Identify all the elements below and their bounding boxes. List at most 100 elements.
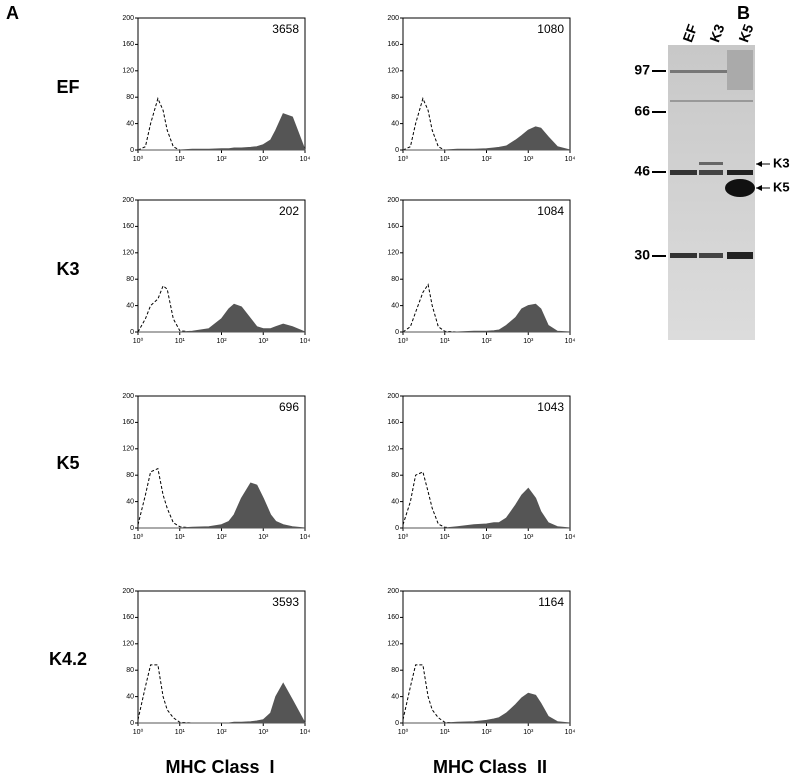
y-tick-label: 40 — [126, 302, 134, 309]
y-tick-label: 120 — [387, 250, 399, 257]
band — [699, 253, 723, 258]
x-tick-label: 10⁰ — [133, 337, 144, 345]
x-tick-label: 10⁴ — [565, 729, 576, 736]
y-tick-label: 80 — [391, 472, 399, 479]
y-tick-label: 80 — [391, 667, 399, 674]
y-tick-label: 0 — [395, 329, 399, 336]
y-tick-label: 80 — [126, 472, 134, 479]
x-tick-label: 10⁴ — [565, 338, 576, 345]
panel-label: B — [737, 3, 750, 23]
y-tick-label: 160 — [387, 41, 399, 48]
x-tick-label: 10³ — [523, 338, 534, 345]
histogram-filled — [138, 113, 306, 151]
band — [670, 170, 697, 175]
histogram-filled — [403, 487, 571, 529]
row-label: K4.2 — [49, 649, 87, 669]
x-tick-label: 10² — [481, 338, 492, 345]
x-tick-label: 10³ — [258, 338, 269, 345]
y-tick-label: 160 — [122, 223, 134, 230]
histogram-filled — [138, 303, 306, 333]
plot-frame — [137, 395, 306, 529]
histogram-panel: 0 40 80 120 160 200 10⁰ 10¹ 10² 10³ 10⁴ 1164 — [387, 588, 575, 736]
lane-label: K5 — [735, 22, 756, 44]
x-tick-label: 10¹ — [175, 729, 186, 736]
y-tick-label: 40 — [126, 120, 134, 127]
x-tick-label: 10¹ — [440, 729, 451, 736]
plot-frame — [402, 590, 571, 724]
y-tick-label: 0 — [395, 147, 399, 154]
histogram-control — [137, 467, 305, 529]
y-tick-label: 120 — [387, 641, 399, 648]
y-tick-label: 120 — [122, 446, 134, 453]
histogram-panel: 0 40 80 120 160 200 10⁰ 10¹ 10² 10³ 10⁴ 696 — [122, 393, 310, 541]
x-tick-label: 10¹ — [175, 156, 186, 163]
histogram-panel: 0 40 80 120 160 200 10⁰ 10¹ 10² 10³ 10⁴ 1043 — [387, 393, 575, 541]
y-tick-label: 80 — [391, 276, 399, 283]
x-tick-label: 10² — [481, 534, 492, 541]
mfi-annotation: 1080 — [537, 22, 564, 36]
y-tick-label: 120 — [122, 68, 134, 75]
y-tick-label: 160 — [122, 41, 134, 48]
mfi-annotation: 1043 — [537, 400, 564, 414]
x-tick-label: 10³ — [258, 729, 269, 736]
y-tick-label: 0 — [130, 329, 134, 336]
y-tick-label: 160 — [387, 614, 399, 621]
y-tick-label: 0 — [130, 720, 134, 727]
y-tick-label: 120 — [122, 250, 134, 257]
x-tick-label: 10³ — [523, 156, 534, 163]
x-tick-label: 10¹ — [175, 338, 186, 345]
y-tick-label: 80 — [126, 94, 134, 101]
marker-label: 30 — [634, 247, 650, 263]
marker-label: 97 — [634, 62, 650, 78]
y-tick-label: 120 — [387, 68, 399, 75]
x-tick-label: 10⁰ — [133, 155, 144, 163]
x-tick-label: 10¹ — [175, 534, 186, 541]
histogram-filled — [403, 126, 571, 151]
arrow-label: K3 — [773, 155, 790, 170]
y-tick-label: 40 — [126, 498, 134, 505]
y-tick-label: 120 — [387, 446, 399, 453]
x-tick-label: 10¹ — [440, 534, 451, 541]
y-tick-label: 80 — [391, 94, 399, 101]
band — [670, 70, 753, 73]
row-label: K5 — [56, 453, 79, 473]
plot-frame — [402, 395, 571, 529]
y-tick-label: 200 — [122, 588, 134, 595]
x-tick-label: 10³ — [523, 534, 534, 541]
x-tick-label: 10³ — [523, 729, 534, 736]
y-tick-label: 0 — [395, 525, 399, 532]
band — [727, 170, 753, 175]
x-tick-label: 10⁴ — [565, 156, 576, 163]
x-tick-label: 10³ — [258, 534, 269, 541]
lane-label: EF — [679, 22, 700, 45]
band — [699, 162, 723, 165]
x-tick-label: 10² — [216, 729, 227, 736]
band — [725, 179, 755, 197]
mfi-annotation: 1084 — [537, 204, 564, 218]
x-tick-label: 10⁰ — [133, 533, 144, 541]
panel-label: A — [6, 3, 19, 23]
x-tick-label: 10⁴ — [300, 156, 311, 163]
y-tick-label: 200 — [387, 588, 399, 595]
x-tick-label: 10² — [216, 338, 227, 345]
histogram-panel: 0 40 80 120 160 200 10⁰ 10¹ 10² 10³ 10⁴ 202 — [122, 197, 310, 345]
plot-frame — [402, 199, 571, 333]
y-tick-label: 40 — [126, 693, 134, 700]
histogram-panel: 0 40 80 120 160 200 10⁰ 10¹ 10² 10³ 10⁴ 3658 — [122, 15, 310, 163]
x-tick-label: 10³ — [258, 156, 269, 163]
y-tick-label: 40 — [391, 693, 399, 700]
y-tick-label: 80 — [126, 667, 134, 674]
histogram-filled — [138, 682, 306, 724]
x-tick-label: 10⁴ — [300, 338, 311, 345]
x-tick-label: 10² — [481, 156, 492, 163]
y-tick-label: 40 — [391, 302, 399, 309]
x-tick-label: 10² — [481, 729, 492, 736]
band — [670, 100, 753, 102]
marker-label: 66 — [634, 103, 650, 119]
y-tick-label: 200 — [122, 393, 134, 400]
band — [727, 252, 753, 259]
histogram-panel: 0 40 80 120 160 200 10⁰ 10¹ 10² 10³ 10⁴ 1084 — [387, 197, 575, 345]
band — [670, 253, 697, 258]
histogram-filled — [138, 482, 306, 529]
